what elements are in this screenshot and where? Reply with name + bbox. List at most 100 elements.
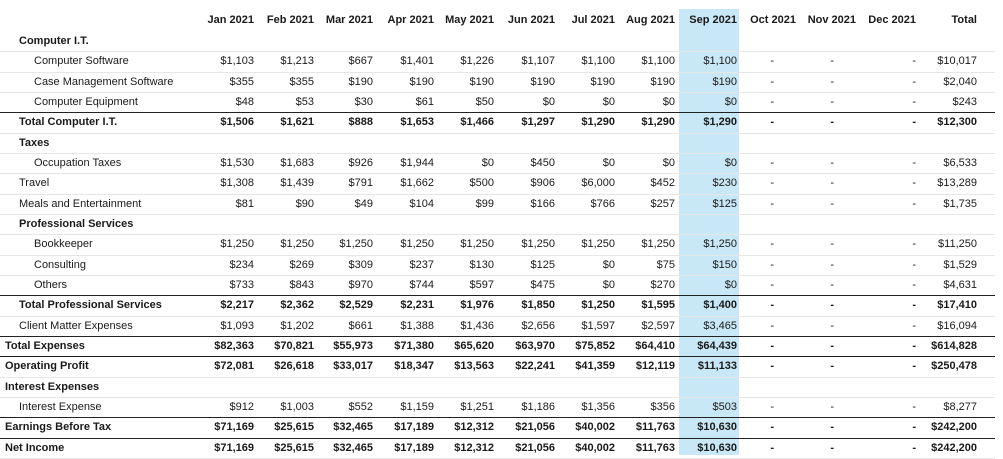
table-cell: $1,003 [280,401,314,414]
column-header-sep-2021[interactable]: Sep 2021 [689,14,737,26]
table-cell [739,377,798,397]
table-cell: $1,529 [943,258,977,271]
table-cell: $926 [348,157,373,170]
table-cell: $1,213 [280,55,314,68]
column-header-may-2021[interactable]: May 2021 [445,14,494,26]
table-cell [316,377,375,397]
table-cell: $667 [348,55,373,68]
table-cell: $503 [712,401,737,414]
row-label: Case Management Software [34,75,174,88]
column-header-feb-2021[interactable]: Feb 2021 [266,14,314,26]
table-row: Total Expenses $82,363 $70,821 $55,973 $71,3… [0,335,995,357]
table-cell [375,32,436,52]
table-cell: $90 [295,197,314,210]
row-label: Interest Expenses [5,380,100,393]
row-label: Bookkeeper [34,238,93,251]
table-cell: - [912,319,916,332]
table-cell: $6,000 [581,177,615,190]
table-cell: $1,186 [521,401,555,414]
table-row: Operating Profit $72,081 $26,618 $33,017 $18… [0,356,995,378]
table-cell: $12,119 [617,356,677,378]
row-label: Operating Profit [0,356,180,378]
table-cell: - [739,417,798,439]
table-cell: - [830,75,834,88]
table-cell: - [858,112,918,134]
table-cell: $8,277 [943,401,977,414]
table-cell [375,214,436,234]
table-cell: $49 [354,197,373,210]
table-cell [436,377,496,397]
table-row: Consulting $234 $269 $309 $237 $130 $125 $0 $75 $… [0,255,995,276]
table-cell: $661 [348,319,373,332]
table-cell: $70,821 [256,335,316,357]
table-cell: - [770,279,774,292]
table-cell: $72,081 [180,356,256,378]
table-cell: $53 [295,96,314,109]
table-cell: - [830,238,834,251]
table-cell: $1,683 [280,157,314,170]
row-label: Earnings Before Tax [0,417,180,439]
table-cell [798,214,858,234]
table-cell [256,214,316,234]
table-cell: - [912,401,916,414]
table-cell: $1,944 [400,157,434,170]
table-cell: $1,103 [220,55,254,68]
column-header-jan-2021[interactable]: Jan 2021 [207,14,254,26]
table-cell: $237 [409,258,434,271]
table-cell: $18,347 [375,356,436,378]
table-cell: $55,973 [316,335,375,357]
table-row: Total Computer I.T. $1,506 $1,621 $888 $1,65… [0,112,995,134]
column-header-jul-2021[interactable]: Jul 2021 [571,14,615,26]
table-cell [316,214,375,234]
table-cell: - [830,55,834,68]
column-header-apr-2021[interactable]: Apr 2021 [387,14,434,26]
table-cell: $166 [530,197,555,210]
column-header-aug-2021[interactable]: Aug 2021 [626,14,675,26]
table-cell: $40,002 [557,437,617,459]
table-cell: $150 [712,258,737,271]
table-cell [436,214,496,234]
column-header-total[interactable]: Total [951,14,977,26]
table-cell [496,377,557,397]
table-cell: $269 [289,258,314,271]
table-cell: $1,735 [943,197,977,210]
table-cell: - [770,157,774,170]
table-cell: $970 [348,279,373,292]
table-cell: $11,763 [617,437,677,459]
table-cell: $2,040 [943,75,977,88]
row-label: Travel [19,177,50,190]
column-header-mar-2021[interactable]: Mar 2021 [325,14,373,26]
table-cell: $32,465 [316,437,375,459]
table-cell [918,133,995,153]
table-cell: $75,852 [557,335,617,357]
table-cell: - [912,55,916,68]
table-cell [180,133,256,153]
column-header-dec-2021[interactable]: Dec 2021 [868,14,916,26]
column-header-oct-2021[interactable]: Oct 2021 [750,14,796,26]
table-row: Travel $1,308 $1,439 $791 $1,662 $500 $906 $6,0… [0,174,995,195]
table-cell: $26,618 [256,356,316,378]
table-cell: $1,250 [557,295,617,317]
table-cell [557,377,617,397]
table-cell [436,32,496,52]
table-cell: $0 [542,96,555,109]
table-cell: $1,250 [220,238,254,251]
table-row: Others $733 $843 $970 $744 $597 $475 $0 $270 $0 - -… [0,275,995,296]
table-cell: - [770,96,774,109]
table-cell [677,32,739,52]
table-cell: - [830,279,834,292]
column-header-jun-2021[interactable]: Jun 2021 [507,14,555,26]
table-cell: $33,017 [316,356,375,378]
table-cell: $1,653 [375,112,436,134]
table-cell [180,377,256,397]
table-cell: - [858,295,918,317]
table-cell: $11,133 [677,356,739,378]
table-cell: $242,200 [918,437,995,459]
table-cell: $2,529 [316,295,375,317]
table-cell: $1,250 [400,238,434,251]
row-label: Taxes [19,136,50,149]
column-header-nov-2021[interactable]: Nov 2021 [807,14,856,26]
table-row: Taxes [0,133,995,154]
table-cell [677,214,739,234]
